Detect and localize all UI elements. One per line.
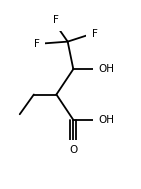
Text: OH: OH	[99, 64, 115, 74]
Text: F: F	[92, 29, 98, 39]
Text: F: F	[53, 15, 59, 25]
Text: O: O	[69, 145, 77, 155]
Text: OH: OH	[99, 115, 115, 125]
Text: F: F	[34, 39, 39, 49]
